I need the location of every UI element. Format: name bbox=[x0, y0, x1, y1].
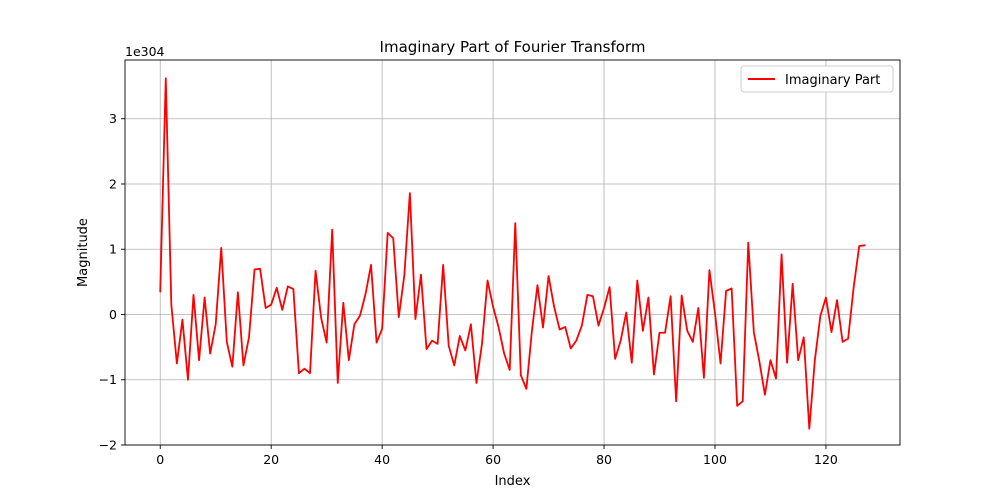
legend-label: Imaginary Part bbox=[785, 73, 880, 88]
x-axis-label: Index bbox=[495, 474, 531, 489]
y-tick-label: 3 bbox=[109, 111, 117, 126]
y-tick-label: −2 bbox=[99, 438, 117, 453]
x-tick-label: 120 bbox=[814, 452, 838, 467]
y-tick-label: 1 bbox=[109, 242, 117, 257]
chart-title: Imaginary Part of Fourier Transform bbox=[380, 38, 646, 56]
x-tick-label: 60 bbox=[485, 452, 501, 467]
x-tick-label: 0 bbox=[156, 452, 164, 467]
plot-area bbox=[159, 77, 866, 430]
y-offset-label: 1e304 bbox=[125, 44, 165, 59]
x-tick-label: 40 bbox=[374, 452, 390, 467]
legend: Imaginary Part bbox=[740, 65, 894, 93]
y-axis-label: Magnitude bbox=[76, 218, 91, 287]
x-tick-label: 80 bbox=[596, 452, 612, 467]
x-tick-label: 20 bbox=[263, 452, 279, 467]
series-line-imaginary-part bbox=[159, 77, 866, 430]
y-tick-label: −1 bbox=[99, 372, 117, 387]
axis-ticks: 0 20 40 60 80 100 120 −2 −1 0 1 2 3 bbox=[99, 111, 838, 467]
y-tick-label: 2 bbox=[109, 176, 117, 191]
y-tick-label: 0 bbox=[109, 307, 117, 322]
plot-frame bbox=[124, 59, 901, 446]
legend-box bbox=[740, 65, 894, 93]
x-tick-label: 100 bbox=[703, 452, 727, 467]
